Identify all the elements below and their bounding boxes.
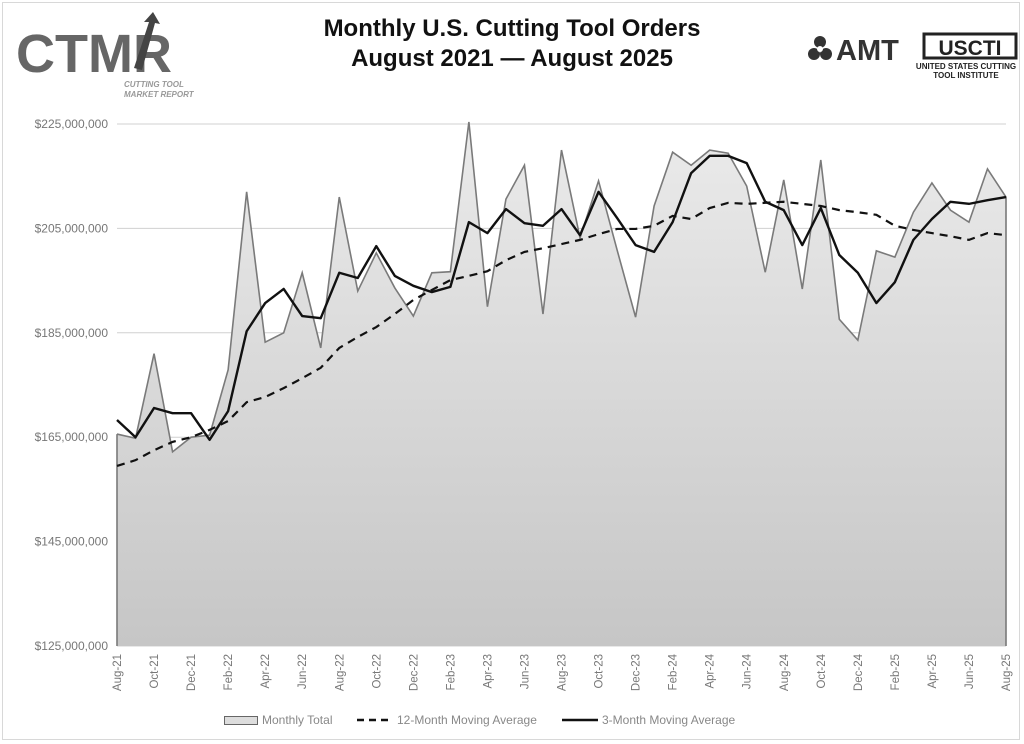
x-tick-label: Apr-24 [705, 653, 717, 688]
x-tick-label: Dec-22 [408, 654, 420, 691]
legend-item-3-month: 3-Month Moving Average [562, 713, 735, 727]
ctmr-logo: CTMR CUTTING TOOL MARKET REPORT [14, 8, 195, 100]
x-tick-label: Jun-22 [297, 654, 309, 689]
legend-item-12-month: 12-Month Moving Average [357, 713, 537, 727]
chart-title: Monthly U.S. Cutting Tool Orders August … [250, 14, 774, 74]
ctmr-logo-sub2: MARKET REPORT [124, 90, 194, 99]
y-tick-label: $225,000,000 [35, 117, 109, 131]
title-line-2: August 2021 — August 2025 [351, 45, 673, 72]
amt-uscti-logo: AMT USCTI [808, 32, 1018, 67]
x-tick-label: Feb-24 [668, 653, 680, 690]
ma3-line [116, 154, 1007, 442]
x-tick-label: Aug-24 [779, 653, 791, 691]
legend: Monthly Total 12-Month Moving Average 3-… [0, 713, 1024, 731]
x-tick-label: Jun-25 [964, 654, 976, 689]
x-tick-label: Dec-21 [186, 654, 198, 691]
y-tick-label: $165,000,000 [35, 430, 109, 444]
x-tick-label: Oct-21 [149, 654, 161, 689]
y-tick-label: $185,000,000 [35, 326, 109, 340]
ctmr-logo-sub1: CUTTING TOOL [124, 80, 184, 89]
x-tick-label: Oct-23 [594, 654, 606, 689]
y-tick-label: $205,000,000 [35, 221, 109, 235]
legend-label: 12-Month Moving Average [397, 713, 537, 727]
legend-swatch-solid [562, 718, 598, 722]
x-tick-label: Feb-25 [890, 654, 902, 690]
x-tick-label: Oct-24 [816, 653, 828, 688]
legend-item-monthly-total: Monthly Total [224, 713, 332, 727]
x-tick-label: Aug-22 [334, 654, 346, 691]
amt-logo-text: AMT [836, 35, 899, 62]
title-line-1: Monthly U.S. Cutting Tool Orders [323, 15, 701, 42]
x-tick-label: Feb-23 [445, 654, 457, 690]
arrow-icon [134, 12, 160, 70]
uscti-logo-subtitle: UNITED STATES CUTTING TOOL INSTITUTE [915, 62, 1017, 80]
x-tick-label: Jun-23 [519, 654, 531, 689]
legend-label: Monthly Total [262, 713, 333, 727]
x-tick-label: Apr-25 [927, 654, 939, 689]
x-tick-label: Dec-23 [631, 654, 643, 691]
x-tick-label: Feb-22 [223, 654, 235, 690]
y-tick-label: $125,000,000 [35, 639, 109, 653]
x-tick-label: Apr-23 [482, 654, 494, 689]
x-tick-label: Aug-25 [1001, 654, 1013, 691]
uscti-logo-text: USCTI [939, 37, 1002, 60]
legend-swatch-dashed [357, 718, 393, 722]
legend-swatch-area [224, 715, 258, 725]
x-tick-label: Apr-22 [260, 654, 272, 689]
x-tick-label: Aug-23 [557, 654, 569, 691]
monthly-total-line [116, 121, 1007, 646]
monthly-total-area [117, 121, 1006, 647]
amt-trefoil-icon [808, 36, 832, 60]
legend-label: 3-Month Moving Average [602, 713, 736, 727]
x-tick-label: Jun-24 [742, 653, 754, 689]
y-tick-label: $145,000,000 [35, 535, 109, 549]
x-tick-label: Oct-22 [371, 654, 383, 689]
x-tick-label: Dec-24 [853, 653, 865, 691]
x-tick-label: Aug-21 [112, 654, 124, 691]
ma12-line [116, 200, 1007, 467]
